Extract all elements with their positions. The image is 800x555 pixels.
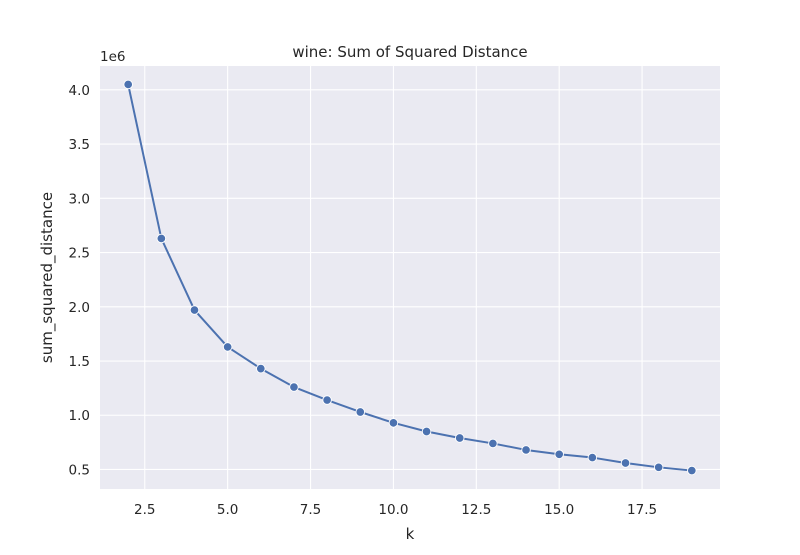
- y-tick-label: 3.5: [69, 137, 90, 153]
- y-tick-label: 2.5: [69, 246, 90, 262]
- data-point: [222, 342, 233, 352]
- data-point: [521, 445, 531, 455]
- y-tick-label: 1.5: [69, 354, 90, 370]
- x-tick-label: 7.5: [300, 502, 321, 518]
- series-line: [127, 84, 692, 472]
- y-tick-label: 4.0: [69, 83, 90, 99]
- chart-title: wine: Sum of Squared Distance: [292, 43, 527, 61]
- x-tick-label: 12.5: [461, 502, 491, 518]
- y-tick-label: 0.5: [69, 462, 90, 478]
- y-axis-label: sum_squared_distance: [38, 192, 57, 363]
- data-point: [687, 465, 697, 476]
- y-tick-labels: 0.5 1.0 1.5 2.0 2.5 3.0 3.5 4.0: [69, 83, 90, 479]
- data-point: [355, 407, 366, 417]
- x-tick-label: 17.5: [627, 502, 657, 518]
- x-tick-labels: 2.5 5.0 7.5 10.0 12.5 15.0 17.5: [134, 502, 657, 518]
- data-point: [454, 433, 465, 443]
- y-tick-label: 2.0: [69, 300, 90, 316]
- data-point: [653, 462, 664, 473]
- plot-background: [100, 66, 720, 489]
- data-point: [256, 363, 266, 374]
- data-point: [421, 426, 432, 437]
- x-axis-label: k: [406, 525, 415, 543]
- data-point: [289, 382, 299, 392]
- grid-lines: [100, 66, 720, 489]
- x-tick-label: 5.0: [217, 502, 238, 518]
- y-axis-offset-label: 1e6: [100, 49, 125, 65]
- data-point: [620, 458, 631, 468]
- data-point: [189, 305, 200, 315]
- data-point: [554, 449, 564, 460]
- series-layer: [123, 79, 697, 476]
- x-tick-label: 15.0: [544, 502, 574, 518]
- data-point: [587, 452, 598, 463]
- x-tick-label: 10.0: [378, 502, 408, 518]
- data-point: [123, 79, 133, 90]
- data-point: [322, 395, 332, 405]
- y-tick-label: 3.0: [69, 191, 90, 207]
- x-tick-label: 2.5: [134, 502, 155, 518]
- data-point: [488, 438, 498, 449]
- data-point: [388, 418, 399, 428]
- y-tick-label: 1.0: [69, 408, 90, 424]
- data-point: [156, 233, 167, 244]
